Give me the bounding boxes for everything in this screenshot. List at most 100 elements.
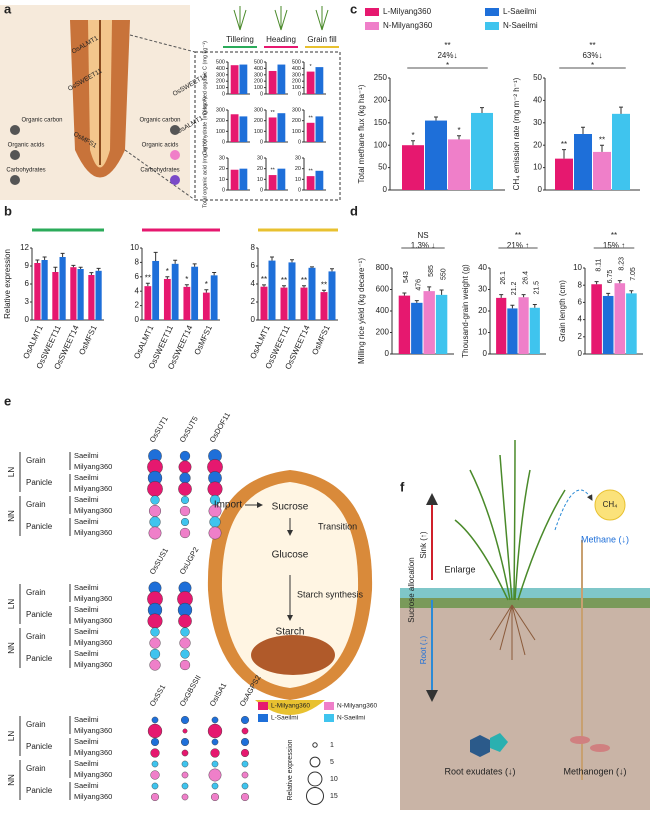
expression-dot (148, 504, 162, 518)
y-tick-label: 200 (254, 118, 263, 124)
annotation: 24%↓ (437, 51, 457, 60)
seed-label: Import (214, 500, 243, 511)
expression-dot (240, 737, 250, 747)
error-bar (262, 284, 266, 287)
bar (95, 270, 102, 320)
expression-dot (150, 737, 160, 747)
bar (52, 272, 59, 320)
gene-label: OsSS1 (148, 683, 168, 708)
significance: ** (321, 280, 327, 289)
y-tick-label: 6 (135, 272, 140, 281)
expression-dot (241, 727, 249, 735)
bar (425, 120, 447, 190)
compound-label: Organic acids (142, 143, 179, 149)
error-bar (510, 304, 515, 309)
error-bar (270, 256, 274, 261)
bar (268, 70, 277, 94)
y-tick-label: 6 (578, 298, 583, 307)
cultivar-label: Saeilmi (74, 451, 99, 460)
error-bar (594, 281, 599, 285)
seed-base (255, 700, 325, 715)
cultivar-label: Milyang360 (74, 528, 112, 537)
y-tick-label: 6 (25, 279, 30, 288)
y-tick-label: 0 (260, 187, 263, 193)
expression-dot (149, 648, 161, 660)
value-label: 21.2 (511, 281, 518, 295)
condition-label: LN (7, 467, 16, 477)
tissue-label: Panicle (26, 654, 53, 663)
bar (34, 263, 41, 320)
panel-label: a (4, 1, 12, 16)
y-tick-label: 0 (222, 91, 225, 97)
tissue-label: Grain (26, 632, 46, 641)
y-tick-label: 400 (254, 66, 263, 72)
annotation: 21% ↑ (507, 241, 529, 250)
cultivar-label: Saeilmi (74, 473, 99, 482)
y-tick-label: 2 (135, 301, 140, 310)
expression-dot (179, 659, 191, 671)
cultivar-label: Milyang360 (74, 616, 112, 625)
y-tick-label: 10 (295, 177, 301, 183)
compound-label: Organic acids (8, 143, 45, 149)
value-label: 585 (428, 265, 435, 277)
legend-swatch (324, 702, 334, 710)
starch-granule (251, 635, 335, 675)
cultivar-label: Milyang360 (74, 748, 112, 757)
annotation: 63%↓ (582, 51, 602, 60)
expression-dot (181, 793, 189, 801)
expression-dot (241, 782, 249, 790)
tissue-label: Grain (26, 500, 46, 509)
y-tick-label: 300 (254, 72, 263, 78)
legend-swatch (324, 714, 334, 722)
bar (152, 260, 160, 320)
error-bar (71, 264, 76, 268)
cultivar-label: Saeilmi (74, 583, 99, 592)
y-tick-label: 0 (483, 349, 488, 358)
y-tick-label: 40 (478, 263, 487, 272)
bar (183, 286, 191, 320)
expression-dot (151, 716, 159, 724)
y-tick-label: 100 (374, 140, 388, 149)
y-tick-label: 200 (292, 79, 301, 85)
y-tick-label: 0 (260, 91, 263, 97)
inset-box (194, 51, 341, 201)
water (400, 588, 650, 598)
panel-label: c (350, 1, 357, 16)
expression-dot (209, 516, 221, 528)
expression-dot (147, 613, 163, 629)
expression-dot (182, 728, 188, 734)
bar (277, 64, 286, 94)
y-tick-label: 0 (135, 315, 140, 324)
bar (614, 283, 626, 354)
size-legend-dot (305, 786, 325, 806)
size-legend-dot (307, 771, 323, 787)
y-tick-label: 30 (478, 285, 487, 294)
y-tick-label: 200 (374, 96, 388, 105)
expression-dot (211, 782, 219, 790)
error-bar (411, 140, 415, 146)
bar (496, 297, 507, 354)
y-tick-label: 0 (578, 349, 583, 358)
soil-surface (400, 598, 650, 608)
cultivar-label: Milyang360 (74, 462, 112, 471)
plant (454, 439, 566, 601)
bar (280, 287, 288, 320)
annotation: ** (611, 231, 617, 240)
seed-diagram (207, 470, 373, 715)
error-bar (606, 292, 611, 296)
y-tick-label: 20 (533, 140, 542, 149)
expression-dot (180, 715, 190, 725)
expression-dot (178, 460, 192, 474)
y-tick-label: 400 (292, 66, 301, 72)
cultivar-label: Saeilmi (74, 649, 99, 658)
expression-dot (179, 637, 191, 649)
error-bar (427, 286, 432, 292)
bar (306, 122, 315, 142)
y-tick-label: 100 (216, 85, 225, 91)
expression-dot (150, 627, 160, 637)
error-bar (402, 292, 407, 296)
y-tick-label: 10 (257, 177, 263, 183)
y-tick-label: 2 (251, 297, 256, 306)
y-tick-label: 30 (533, 118, 542, 127)
compound-icon (10, 125, 20, 135)
